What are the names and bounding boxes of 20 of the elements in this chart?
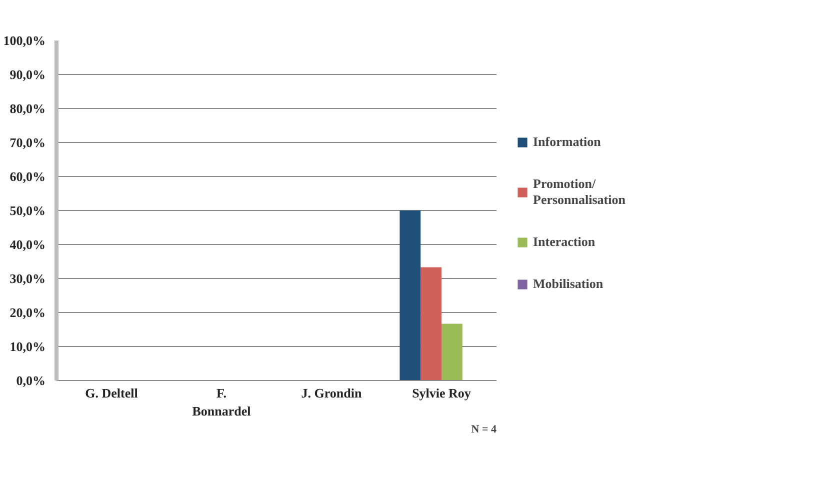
y-tick-label: 70,0%: [10, 135, 46, 150]
x-tick-label: Sylvie Roy: [412, 386, 472, 400]
legend-label: Interaction: [533, 234, 596, 250]
x-tick-label: J. Grondin: [301, 386, 362, 400]
y-tick-label: 0,0%: [16, 373, 46, 388]
legend-label: Information: [533, 134, 601, 150]
y-tick-label: 10,0%: [10, 339, 46, 354]
y-tick-label: 20,0%: [10, 305, 46, 320]
y-tick-label: 80,0%: [10, 101, 46, 116]
legend-label: Promotion/ Personnalisation: [533, 176, 626, 208]
legend-label: Mobilisation: [533, 276, 604, 292]
y-tick-label: 40,0%: [10, 237, 46, 252]
y-tick-label: 30,0%: [10, 271, 46, 286]
y-tick-label: 90,0%: [10, 67, 46, 82]
y-tick-label: 100,0%: [3, 33, 46, 48]
y-tick-label: 60,0%: [10, 169, 46, 184]
x-tick-label: F. Bonnardel: [192, 386, 252, 418]
y-tick-label: 50,0%: [10, 203, 46, 218]
text: N = 4: [471, 424, 497, 436]
x-tick-label: G. Deltell: [85, 386, 138, 400]
